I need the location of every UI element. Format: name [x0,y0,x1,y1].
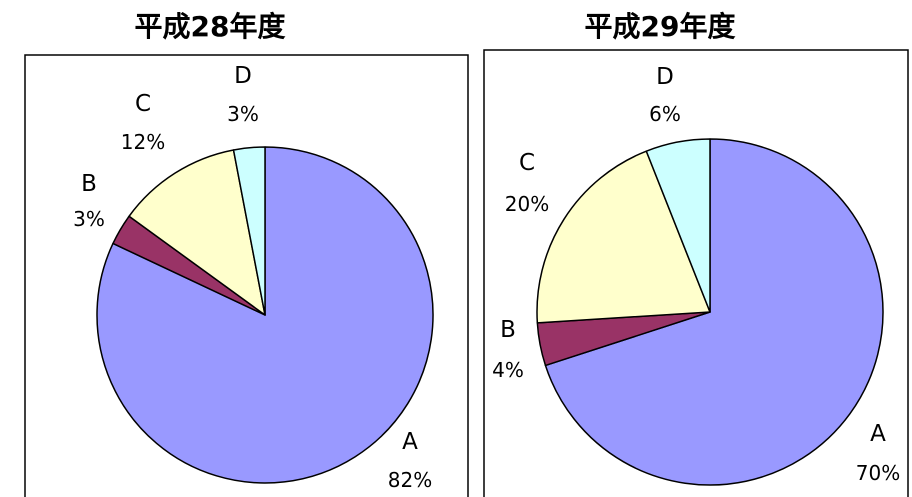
chart-2-label-C-category: C [519,150,535,176]
chart-2-slice-c [536,150,711,324]
chart-2-label-B-category: B [500,317,516,343]
chart-2-label-A-percent: 70% [856,461,900,485]
chart-1-label-C-category: C [135,91,151,117]
chart-1-slice-a [96,146,434,484]
chart-1-data-labels: A 82% B 3% C 12% D 3% [73,63,432,492]
chart-1-label-C-percent: 12% [121,130,165,154]
chart-1-label-A-percent: 82% [388,468,432,492]
chart-2-label-B-percent: 4% [492,358,524,382]
chart-2-slice-a [544,138,884,486]
chart-1-slices [96,146,434,484]
chart-2-slices [536,138,884,486]
chart-1-label-D-category: D [234,63,252,89]
chart-1-title: 平成28年度 [135,10,286,43]
chart-2-data-labels: A 70% B 4% C 20% D 6% [492,64,900,485]
chart-2-label-A-category: A [870,421,886,447]
chart-1-label-A-category: A [402,429,418,455]
chart-2-slice-d [645,138,711,313]
chart-2: 平成29年度 A 70% B 4% C 20% D 6% [483,10,909,497]
chart-2-title: 平成29年度 [585,10,736,43]
chart-1-slice-c [128,149,266,316]
chart-1-slice-d [232,146,266,316]
chart-1-label-D-percent: 3% [227,102,259,126]
chart-2-label-D-percent: 6% [649,102,681,126]
chart-1: 平成28年度 A 82% B 3% C 12% D 3% [24,10,469,497]
chart-2-label-D-category: D [656,64,674,90]
chart-1-label-B-percent: 3% [73,207,105,231]
chart-1-label-B-category: B [81,171,97,197]
chart-2-label-C-percent: 20% [505,192,549,216]
